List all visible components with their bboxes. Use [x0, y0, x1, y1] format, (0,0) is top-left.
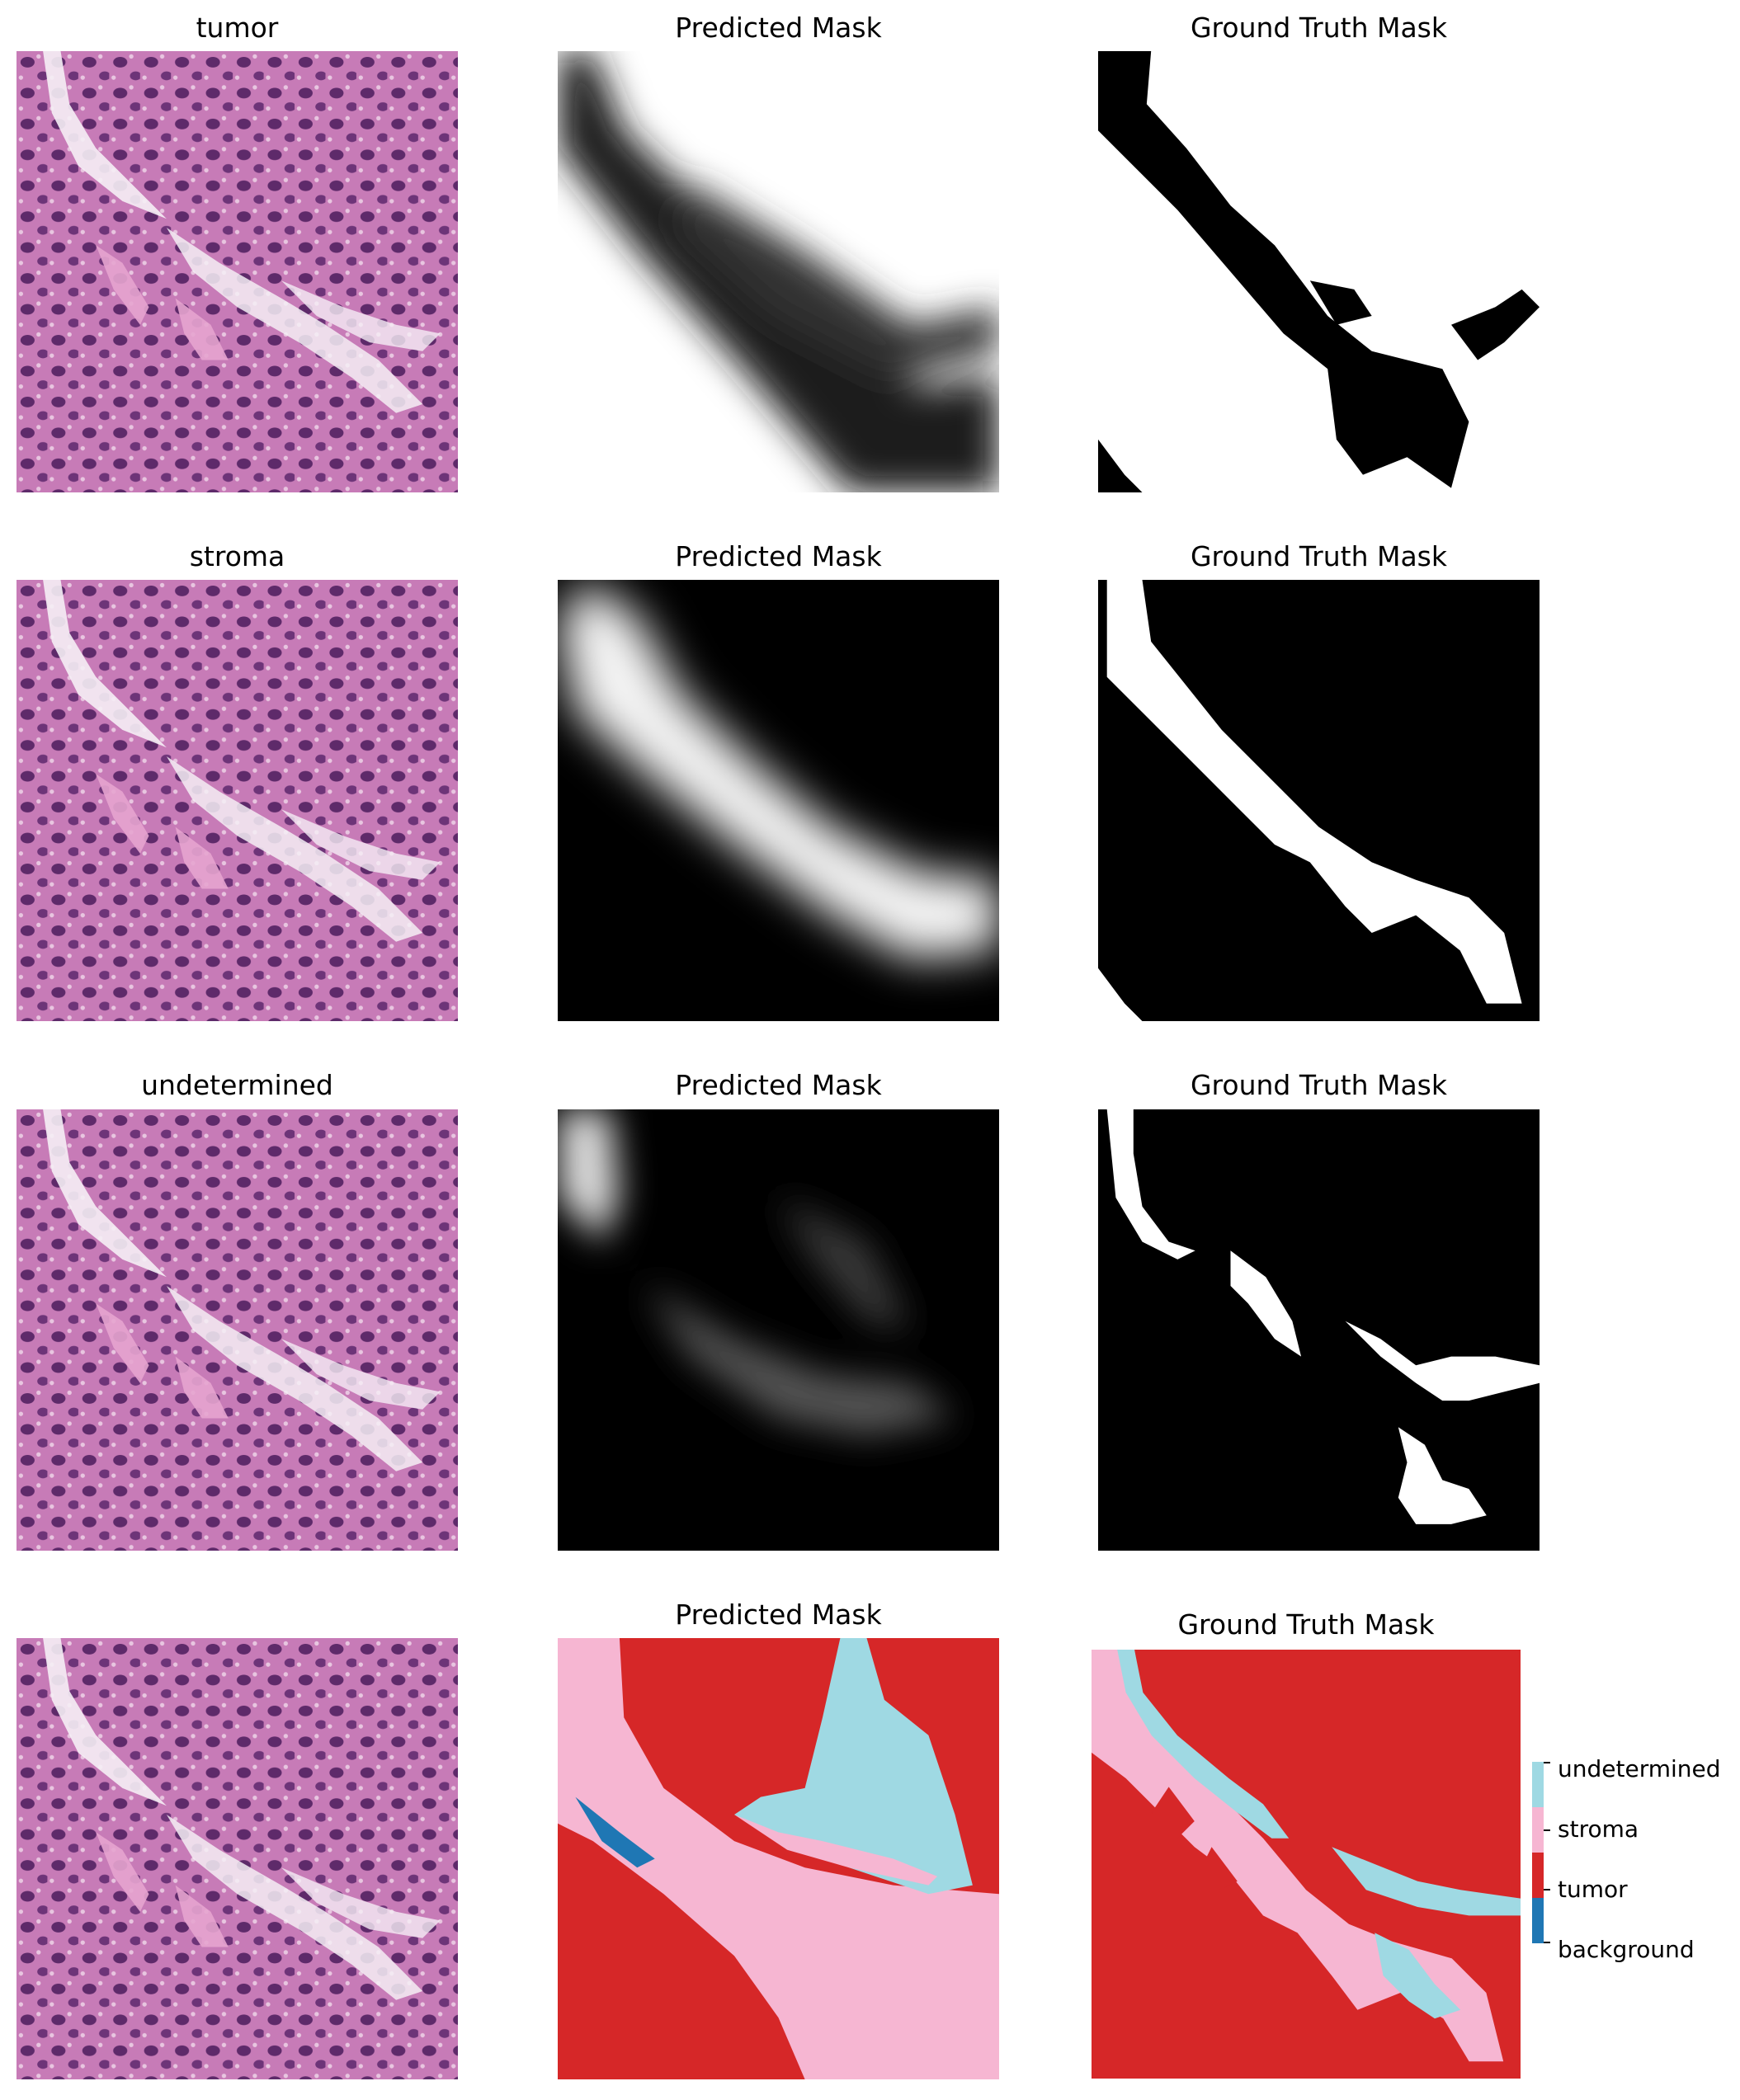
row4-predicted-mask: [558, 1638, 999, 2079]
row1-predicted-title: Predicted Mask: [558, 12, 999, 44]
colorbar-tick-tumor: [1544, 1889, 1550, 1890]
row1-predicted-mask: [558, 51, 999, 492]
colorbar-label-stroma: stroma: [1558, 1815, 1639, 1843]
row2-image-title: stroma: [17, 540, 458, 572]
row1-ground-truth-mask: [1098, 51, 1540, 492]
colorbar-tick-undetermined: [1544, 1762, 1550, 1763]
row4-ground-truth-title: Ground Truth Mask: [1092, 1608, 1521, 1641]
row1-image-title: tumor: [17, 12, 458, 44]
colorbar-stroma: [1532, 1807, 1544, 1853]
row3-image-title: undetermined: [17, 1069, 458, 1101]
colorbar-tumor: [1532, 1853, 1544, 1898]
colorbar-label-background: background: [1558, 1936, 1695, 1963]
row3-ground-truth-mask: [1098, 1109, 1540, 1551]
colorbar-tick-stroma: [1544, 1829, 1550, 1831]
class-colorbar: [1532, 1762, 1544, 1943]
row3-ground-truth-title: Ground Truth Mask: [1098, 1069, 1540, 1101]
row3-predicted-title: Predicted Mask: [558, 1069, 999, 1101]
row4-predicted-title: Predicted Mask: [558, 1599, 999, 1631]
row2-predicted-title: Predicted Mask: [558, 540, 999, 572]
colorbar-label-tumor: tumor: [1558, 1876, 1628, 1903]
colorbar-undetermined: [1532, 1762, 1544, 1807]
row1-histology-image: [17, 51, 458, 492]
colorbar-background: [1532, 1898, 1544, 1943]
row3-predicted-mask: [558, 1109, 999, 1551]
colorbar-tick-background: [1544, 1942, 1550, 1943]
row4-histology-image: [17, 1638, 458, 2079]
row2-predicted-mask: [558, 580, 999, 1021]
row2-ground-truth-title: Ground Truth Mask: [1098, 540, 1540, 572]
row3-histology-image: [17, 1109, 458, 1551]
colorbar-label-undetermined: undetermined: [1558, 1755, 1721, 1782]
row1-ground-truth-title: Ground Truth Mask: [1098, 12, 1540, 44]
row4-ground-truth-mask: [1092, 1650, 1521, 2079]
row2-histology-image: [17, 580, 458, 1021]
row2-ground-truth-mask: [1098, 580, 1540, 1021]
